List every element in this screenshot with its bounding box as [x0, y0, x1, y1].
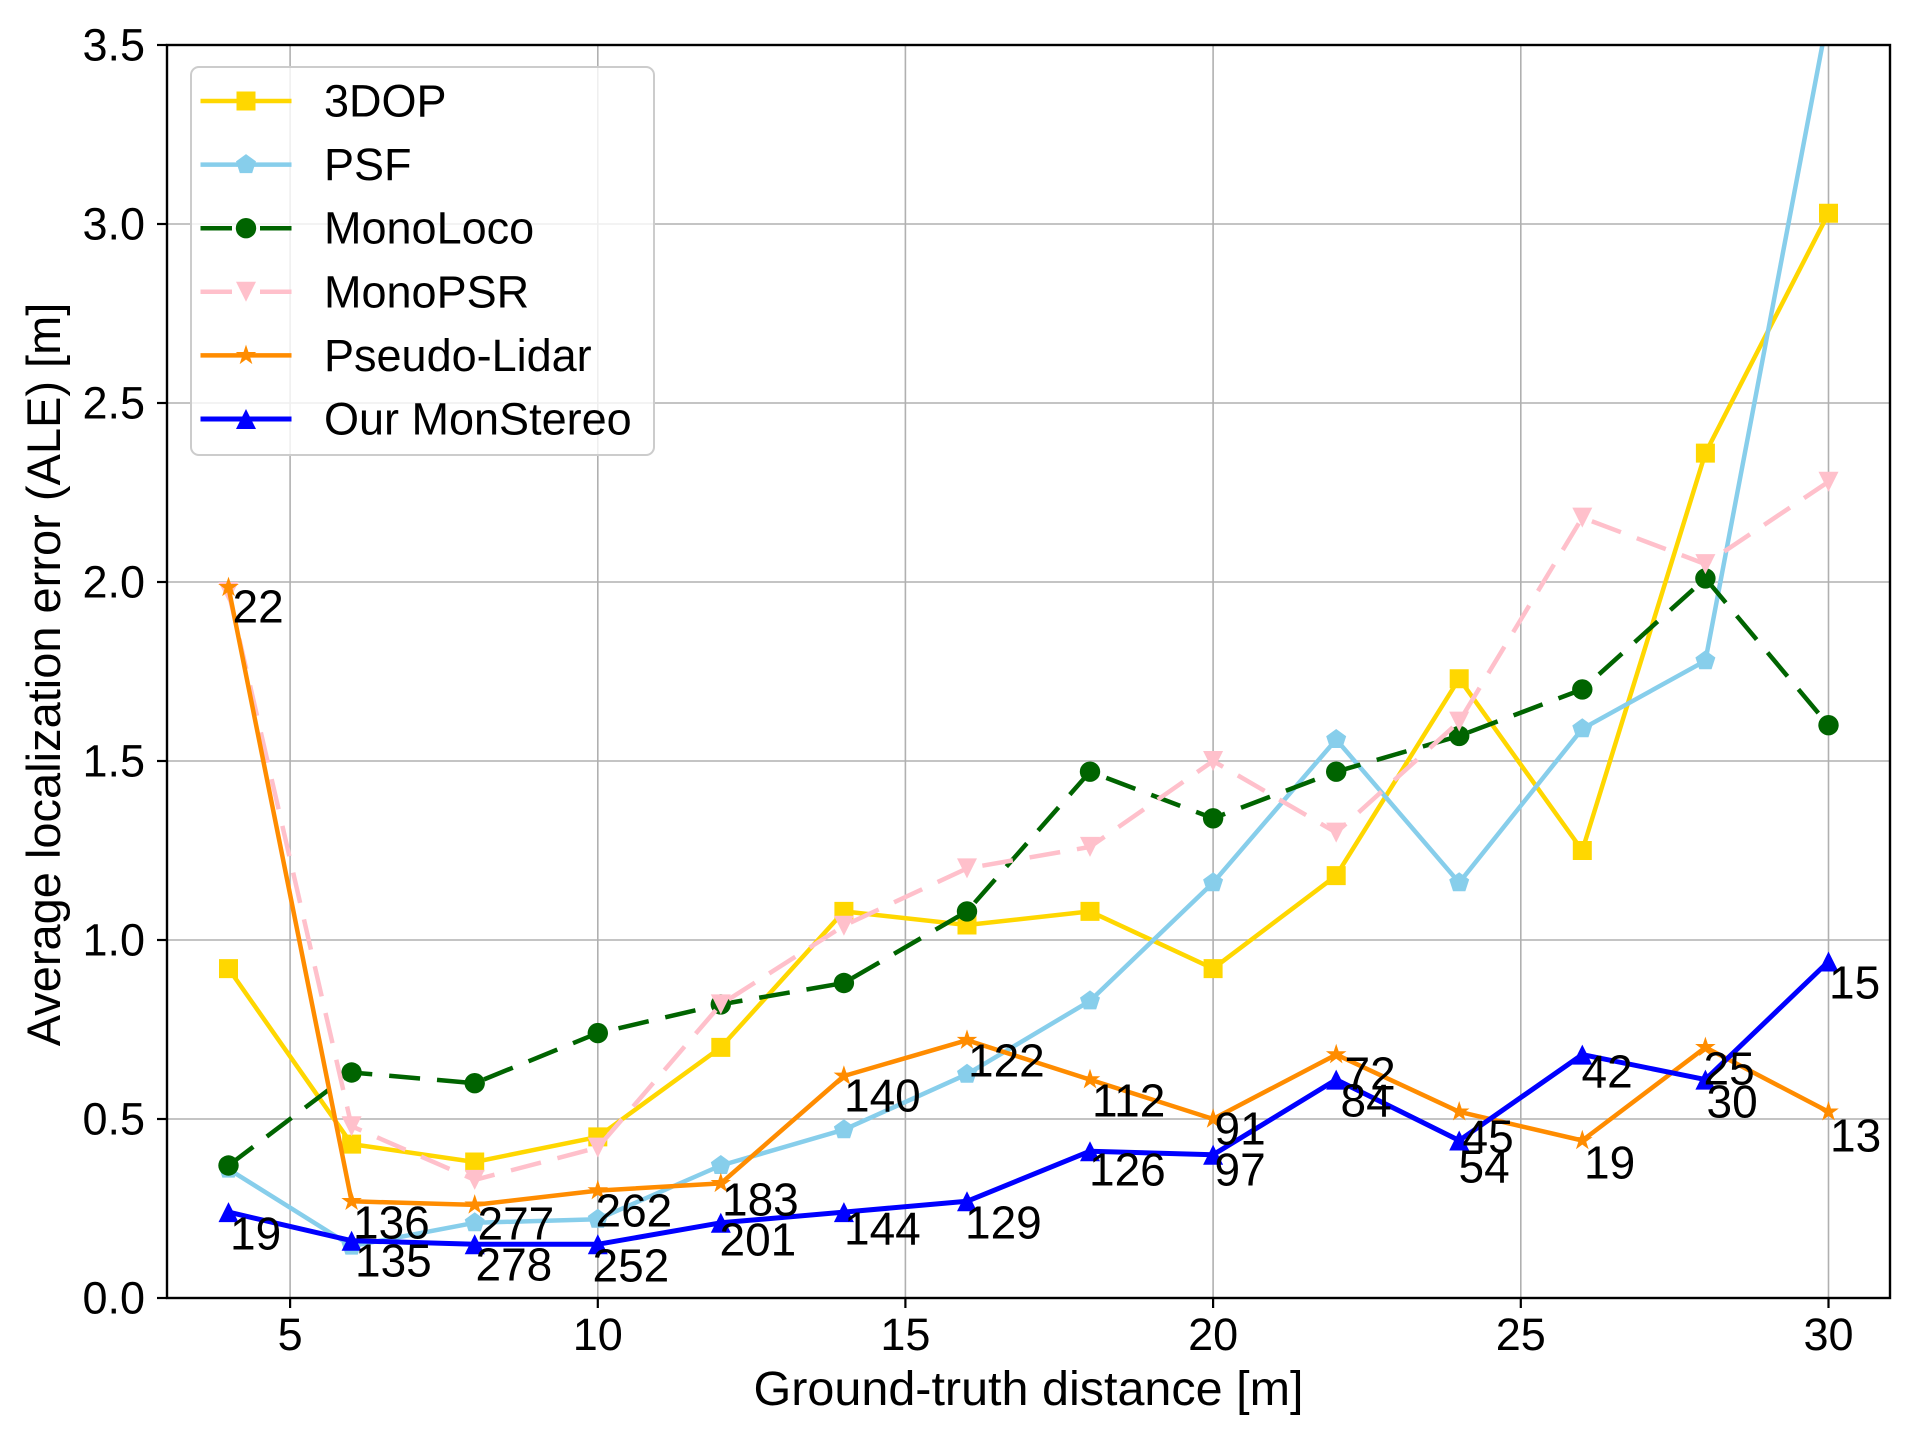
svg-text:252: 252	[593, 1240, 670, 1292]
svg-text:19: 19	[1584, 1137, 1635, 1189]
svg-text:MonoLoco: MonoLoco	[324, 203, 534, 254]
svg-text:3.5: 3.5	[82, 20, 145, 71]
svg-text:140: 140	[844, 1070, 921, 1122]
svg-text:2.0: 2.0	[82, 557, 145, 608]
svg-text:30: 30	[1803, 1309, 1853, 1360]
svg-text:13: 13	[1830, 1110, 1881, 1162]
svg-text:112: 112	[1092, 1075, 1165, 1127]
svg-text:Ground-truth distance [m]: Ground-truth distance [m]	[754, 1362, 1304, 1416]
svg-text:20: 20	[1188, 1309, 1238, 1360]
svg-text:183: 183	[722, 1174, 799, 1226]
svg-text:136: 136	[353, 1197, 430, 1249]
svg-text:201: 201	[720, 1214, 797, 1266]
svg-text:MonoPSR: MonoPSR	[324, 266, 529, 317]
svg-text:3.0: 3.0	[82, 199, 145, 250]
svg-text:25: 25	[1496, 1309, 1546, 1360]
svg-text:Average localization error (AL: Average localization error (ALE) [m]	[17, 303, 70, 1047]
svg-text:97: 97	[1215, 1144, 1266, 1196]
svg-text:15: 15	[880, 1309, 930, 1360]
svg-text:1.0: 1.0	[82, 915, 145, 966]
svg-text:30: 30	[1707, 1076, 1758, 1128]
svg-text:42: 42	[1582, 1046, 1633, 1098]
svg-text:122: 122	[968, 1035, 1045, 1087]
svg-text:22: 22	[233, 581, 284, 633]
svg-text:129: 129	[965, 1197, 1042, 1249]
svg-text:126: 126	[1089, 1144, 1166, 1196]
svg-text:1.5: 1.5	[82, 736, 145, 787]
svg-text:25: 25	[1704, 1043, 1755, 1095]
svg-text:84: 84	[1341, 1075, 1392, 1127]
svg-text:0.5: 0.5	[82, 1094, 145, 1145]
svg-text:19: 19	[230, 1208, 281, 1260]
svg-text:5: 5	[278, 1309, 303, 1360]
svg-text:277: 277	[478, 1198, 555, 1250]
svg-text:72: 72	[1345, 1048, 1396, 1100]
svg-text:15: 15	[1829, 957, 1880, 1009]
svg-text:278: 278	[476, 1239, 553, 1291]
svg-text:Pseudo-Lidar: Pseudo-Lidar	[324, 330, 592, 381]
svg-text:45: 45	[1463, 1111, 1514, 1163]
svg-text:135: 135	[355, 1235, 432, 1287]
svg-text:3DOP: 3DOP	[324, 76, 447, 127]
svg-text:Our MonStereo: Our MonStereo	[324, 394, 632, 445]
svg-text:10: 10	[573, 1309, 623, 1360]
svg-text:0.0: 0.0	[82, 1273, 145, 1324]
svg-text:2.5: 2.5	[82, 378, 145, 429]
svg-text:262: 262	[596, 1185, 673, 1237]
svg-text:144: 144	[844, 1203, 921, 1255]
svg-text:91: 91	[1215, 1103, 1266, 1155]
svg-text:54: 54	[1459, 1141, 1510, 1193]
svg-text:PSF: PSF	[324, 139, 412, 190]
